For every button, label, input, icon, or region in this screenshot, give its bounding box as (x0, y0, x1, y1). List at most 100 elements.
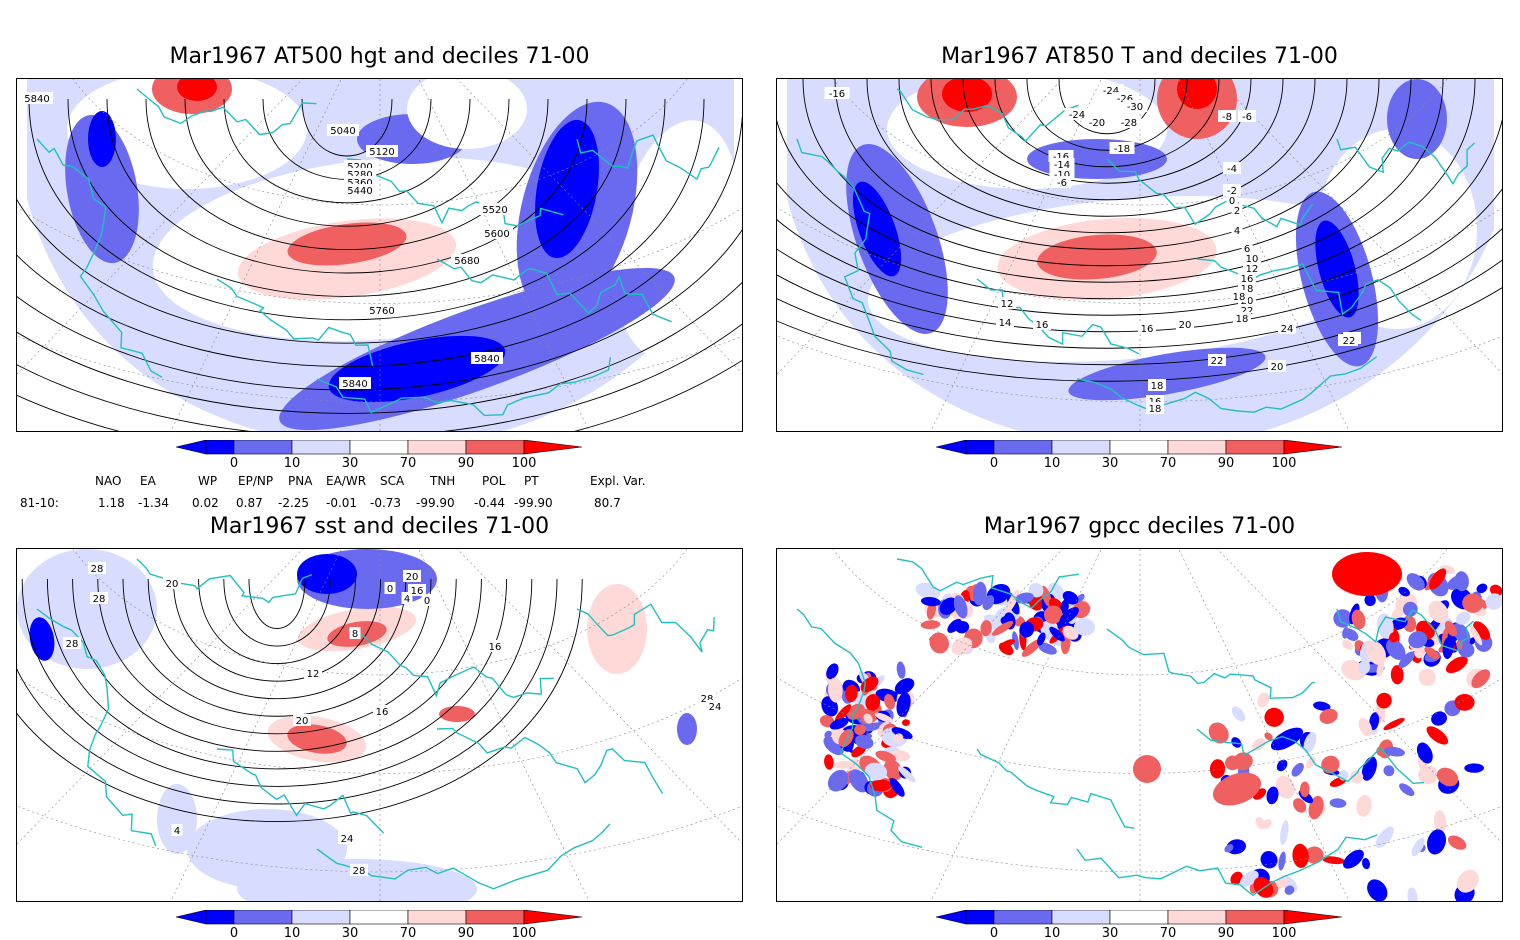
colorbar-segment (965, 440, 995, 455)
decile-speckle (1231, 737, 1242, 748)
svg-text:4: 4 (174, 826, 180, 837)
decile-speckle (1377, 613, 1394, 639)
contour-label: 20 (1268, 360, 1286, 373)
colorbar-segment (965, 910, 995, 925)
contour-label: -14 (1049, 158, 1075, 171)
decile-shade (237, 859, 477, 901)
decile-speckle (1341, 659, 1365, 681)
decile-speckle (1358, 717, 1373, 737)
decile-speckle (1462, 593, 1483, 613)
svg-text:18: 18 (1233, 292, 1246, 303)
decile-speckle (1264, 707, 1284, 727)
decile-speckle (1350, 770, 1364, 784)
contour-lines (777, 79, 1502, 382)
decile-speckle (920, 597, 941, 607)
map-z500[interactable]: 5840 5040 5120 5200 5280 5360 5440 5520 5600 5680… (16, 78, 743, 432)
decile-shade (1027, 139, 1167, 179)
decile-speckle (1319, 708, 1338, 724)
decile-speckle (874, 712, 893, 723)
map-canvas-t850: -16 -24-26-30-24-20 -28-16-18-14-10-6-8 -6-… (777, 79, 1502, 431)
decile-speckle (1321, 755, 1340, 774)
colorbar-segment (993, 440, 1053, 455)
contour-label: 5600 (481, 227, 513, 240)
decile-speckle (1284, 885, 1295, 895)
colorbar-segment (349, 910, 409, 925)
svg-text:12: 12 (1001, 299, 1014, 310)
panel-title-t850: Mar1967 AT850 T and deciles 71-00 (941, 44, 1338, 69)
decile-speckle (1322, 856, 1345, 865)
svg-text:16: 16 (1241, 274, 1254, 285)
svg-text:18: 18 (1149, 404, 1162, 415)
contour-label: 24 (1278, 322, 1296, 335)
panel-title-gpcc: Mar1967 gpcc deciles 71-00 (983, 514, 1296, 539)
decile-speckle (1471, 669, 1491, 689)
contour-label: 5840 (21, 92, 53, 105)
svg-text:-6: -6 (1057, 178, 1067, 189)
decile-shade (1037, 234, 1157, 280)
decile-shade (587, 584, 647, 674)
decile-speckle (1476, 583, 1488, 594)
decile-speckle (1278, 851, 1286, 871)
svg-text:-8: -8 (1222, 112, 1232, 123)
index-header-8: POL (482, 474, 506, 488)
index-header-9: PT (524, 474, 539, 488)
colorbar-tick-label: 90 (458, 456, 475, 471)
contour-label: 0 (421, 594, 433, 607)
decile-speckle (1037, 632, 1046, 646)
svg-text:-24: -24 (1103, 86, 1119, 97)
map-gpcc[interactable] (776, 548, 1503, 902)
svg-text:18: 18 (1151, 381, 1164, 392)
colorbar-t850: 0 10 30 70 90 100 (935, 440, 1343, 471)
svg-text:24: 24 (1281, 324, 1294, 335)
decile-speckle (1383, 718, 1405, 731)
index-header-3: EP/NP (238, 474, 274, 488)
decile-speckle (1252, 738, 1266, 751)
index-value-0: 1.18 (98, 496, 125, 510)
decile-speckle (884, 693, 896, 710)
decile-speckle (1303, 731, 1317, 754)
decile-speckle (1447, 835, 1467, 850)
colorbar-tick-label: 10 (284, 926, 301, 940)
decile-speckle (1060, 599, 1069, 614)
decile-speckle (1062, 590, 1079, 605)
colorbar-tick-label: 100 (512, 456, 537, 471)
decile-speckle (1469, 624, 1483, 646)
contour-label: 6 (1241, 242, 1253, 255)
colorbar-segment (1051, 910, 1111, 925)
svg-text:-26: -26 (1117, 94, 1133, 105)
decile-speckle (829, 717, 849, 730)
decile-speckle (1446, 574, 1468, 590)
contour-label: 14 (996, 316, 1014, 329)
map-t850[interactable]: -16 -24 -26 -30 -24 -20 -28 -16 -18 -14 -10 -6 -8 -6-… (776, 78, 1503, 432)
contour-label: 28 (88, 562, 106, 575)
graticule (777, 79, 1502, 431)
svg-text:28: 28 (66, 639, 79, 650)
svg-text:-28: -28 (1121, 118, 1137, 129)
contour-label: 5840 (339, 377, 371, 390)
decile-speckle (1257, 692, 1270, 708)
contour-label: 5040 (327, 124, 359, 137)
decile-speckle (1455, 611, 1471, 625)
colorbar-segment (407, 910, 467, 925)
contour-label: -30 (1122, 100, 1148, 113)
contour-label: -6 (1053, 176, 1071, 189)
contour-label: 20 (163, 577, 181, 590)
decile-speckle (1416, 742, 1433, 764)
decile-speckle (1264, 732, 1273, 741)
decile-speckle (920, 620, 941, 630)
decile-speckle (1390, 665, 1404, 685)
svg-text:12: 12 (1246, 264, 1259, 275)
colorbar-arrow-right (523, 440, 583, 455)
svg-text:16: 16 (376, 707, 389, 718)
decile-speckle (1291, 762, 1304, 777)
colorbar-tick-label: 70 (1160, 926, 1177, 940)
svg-text:0: 0 (387, 584, 393, 595)
map-sst[interactable]: 28 20 28 28 0 4 8 12 16 20 24 28 28 24 16 20 16 0 4 (16, 548, 743, 902)
colorbar-z500: 0 10 30 70 90 100 (175, 440, 583, 471)
svg-text:5840: 5840 (24, 94, 49, 105)
colorbar-segment (407, 440, 467, 455)
neutral-region (407, 79, 527, 149)
decile-speckle (947, 618, 962, 633)
colorbar-segment (1167, 910, 1227, 925)
